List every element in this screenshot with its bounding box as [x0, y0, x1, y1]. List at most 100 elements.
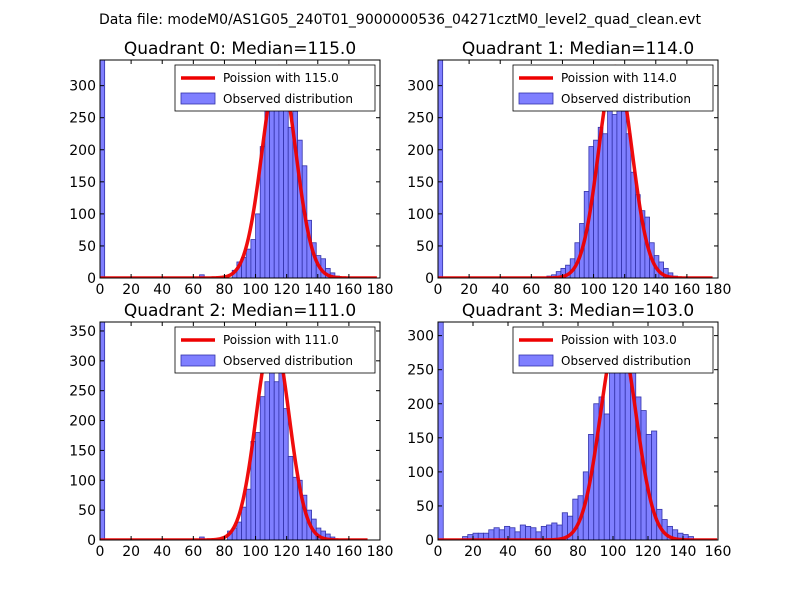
subplot-title: Quadrant 1: Median=114.0 — [462, 39, 694, 59]
y-tick-label: 0 — [87, 271, 96, 287]
legend-patch-swatch — [518, 354, 554, 367]
legend: Poission with 111.0 Observed distribution — [174, 326, 376, 374]
histogram-bar — [255, 213, 261, 278]
figure-title: Data file: modeM0/AS1G05_240T01_90000005… — [99, 12, 701, 28]
x-tick-label: 120 — [635, 544, 662, 560]
y-tick-label: 50 — [78, 503, 96, 519]
legend-patch-swatch — [180, 92, 216, 105]
x-tick-label: 40 — [499, 544, 517, 560]
histogram-bar — [287, 455, 294, 540]
x-tick-label: 100 — [242, 544, 269, 560]
histogram-bar — [621, 110, 627, 278]
subplot-title: Quadrant 0: Median=115.0 — [124, 39, 356, 59]
x-tick-label: 140 — [642, 282, 669, 298]
y-tick-label: 250 — [69, 384, 96, 400]
histogram-bar — [269, 104, 275, 278]
x-tick-label: 140 — [304, 282, 331, 298]
histogram-bar — [651, 430, 658, 540]
x-tick-label: 180 — [367, 544, 394, 560]
legend-patch-swatch — [518, 92, 554, 105]
histogram-bar — [278, 85, 284, 278]
legend-label-curve: Poission with 111.0 — [223, 333, 339, 347]
x-tick-label: 160 — [336, 282, 363, 298]
histogram-bar — [100, 60, 106, 278]
histogram-bar — [525, 525, 532, 540]
histogram-bar — [273, 381, 280, 540]
x-tick-label: 160 — [336, 544, 363, 560]
x-tick-label: 140 — [304, 544, 331, 560]
legend-label-histogram: Observed distribution — [223, 92, 353, 106]
histogram-bar — [493, 527, 500, 540]
subplot-quadrant-1: Quadrant 1: Median=114.00 20 40 60 80 100 120 1… — [407, 39, 731, 298]
plot-area — [100, 60, 377, 278]
subplot-title: Quadrant 3: Median=103.0 — [462, 301, 694, 321]
histogram-bar — [530, 527, 537, 540]
poisson-curve — [100, 332, 368, 540]
y-tick-label: 250 — [407, 111, 434, 127]
x-tick-label: 140 — [670, 544, 697, 560]
histogram-bar — [259, 396, 266, 540]
x-tick-label: 160 — [705, 544, 732, 560]
x-tick-label: 80 — [554, 282, 572, 298]
x-tick-label: 40 — [153, 282, 171, 298]
x-tick-label: 120 — [273, 544, 300, 560]
y-tick-label: 300 — [69, 354, 96, 370]
y-tick-label: 100 — [69, 473, 96, 489]
y-tick-label: 150 — [407, 175, 434, 191]
y-tick-label: 50 — [416, 239, 434, 255]
histogram-bar — [519, 524, 526, 540]
y-tick-label: 50 — [416, 499, 434, 515]
x-tick-label: 20 — [122, 544, 140, 560]
y-tick-label: 50 — [78, 239, 96, 255]
y-tick-label: 200 — [407, 143, 434, 159]
histogram-bar — [603, 413, 610, 540]
y-tick-label: 200 — [69, 143, 96, 159]
axes-frame — [437, 59, 719, 279]
y-tick-label: 100 — [69, 207, 96, 223]
poisson-curve — [438, 330, 718, 540]
x-tick-label: 40 — [491, 282, 509, 298]
x-tick-label: 20 — [460, 282, 478, 298]
x-tick-label: 0 — [434, 544, 443, 560]
histogram-bar — [292, 476, 298, 540]
x-tick-label: 60 — [184, 282, 202, 298]
x-tick-label: 40 — [153, 544, 171, 560]
x-tick-label: 100 — [242, 282, 269, 298]
poisson-curve — [438, 64, 713, 278]
legend-label-curve: Poission with 115.0 — [223, 71, 339, 85]
histogram-bar — [255, 432, 261, 540]
histogram-bar — [278, 360, 284, 540]
histogram-bar — [283, 408, 289, 540]
histogram-bar — [509, 527, 516, 540]
poisson-curve — [100, 64, 377, 278]
x-tick-label: 120 — [273, 282, 300, 298]
histogram-bar — [551, 522, 558, 540]
x-tick-label: 100 — [600, 544, 627, 560]
x-tick-label: 20 — [122, 282, 140, 298]
y-tick-label: 300 — [69, 79, 96, 95]
legend-label-histogram: Observed distribution — [223, 354, 353, 368]
legend: Poission with 114.0 Observed distribution — [512, 64, 714, 112]
histogram-bar — [264, 381, 270, 540]
histogram-bar — [273, 88, 280, 278]
x-tick-label: 0 — [434, 282, 443, 298]
y-tick-label: 0 — [425, 533, 434, 549]
y-tick-label: 200 — [69, 414, 96, 430]
y-tick-label: 250 — [69, 111, 96, 127]
x-tick-label: 120 — [611, 282, 638, 298]
legend-label-curve: Poission with 103.0 — [561, 333, 677, 347]
x-tick-label: 100 — [580, 282, 607, 298]
x-tick-label: 60 — [184, 544, 202, 560]
x-tick-label: 80 — [569, 544, 587, 560]
legend-label-histogram: Observed distribution — [561, 92, 691, 106]
histogram-bar — [245, 248, 252, 278]
y-tick-label: 150 — [69, 175, 96, 191]
x-tick-label: 180 — [705, 282, 732, 298]
histogram-bar — [236, 521, 242, 540]
legend-label-curve: Poission with 114.0 — [561, 71, 677, 85]
x-tick-label: 0 — [96, 544, 105, 560]
histogram-bar — [611, 114, 618, 278]
y-tick-label: 0 — [425, 271, 434, 287]
axes-frame — [99, 59, 381, 279]
y-tick-label: 100 — [407, 207, 434, 223]
